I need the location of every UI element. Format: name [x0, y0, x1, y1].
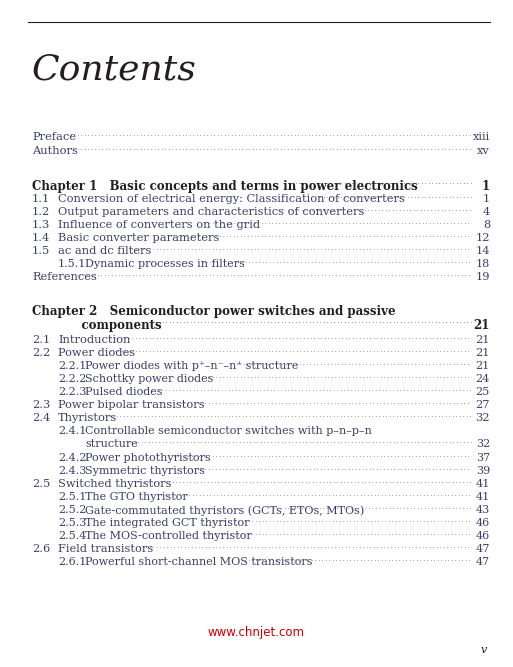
Text: 24: 24: [476, 374, 490, 384]
Text: 2.3: 2.3: [32, 400, 50, 410]
Text: 2.2.1: 2.2.1: [58, 361, 86, 371]
Text: 18: 18: [476, 259, 490, 269]
Text: 1.1: 1.1: [32, 194, 50, 204]
Text: 1.5: 1.5: [32, 246, 50, 256]
Text: xv: xv: [477, 146, 490, 156]
Text: 2.2.2: 2.2.2: [58, 374, 86, 384]
Text: 1.4: 1.4: [32, 233, 50, 243]
Text: Output parameters and characteristics of converters: Output parameters and characteristics of…: [58, 207, 364, 217]
Text: Power photothyristors: Power photothyristors: [85, 453, 211, 463]
Text: 46: 46: [476, 518, 490, 528]
Text: Chapter 2   Semiconductor power switches and passive: Chapter 2 Semiconductor power switches a…: [32, 305, 396, 318]
Text: Pulsed diodes: Pulsed diodes: [85, 387, 163, 397]
Text: References: References: [32, 272, 97, 282]
Text: 27: 27: [476, 400, 490, 410]
Text: The integrated GCT thyristor: The integrated GCT thyristor: [85, 518, 249, 528]
Text: Thyristors: Thyristors: [58, 413, 117, 423]
Text: Introduction: Introduction: [58, 335, 130, 345]
Text: 2.6: 2.6: [32, 544, 50, 554]
Text: 2.4: 2.4: [32, 413, 50, 423]
Text: Power diodes: Power diodes: [58, 348, 135, 358]
Text: Schottky power diodes: Schottky power diodes: [85, 374, 213, 384]
Text: Symmetric thyristors: Symmetric thyristors: [85, 466, 205, 476]
Text: Field transistors: Field transistors: [58, 544, 153, 554]
Text: 37: 37: [476, 453, 490, 463]
Text: 2.2.3: 2.2.3: [58, 387, 86, 397]
Text: 1.2: 1.2: [32, 207, 50, 217]
Text: Controllable semiconductor switches with p–n–p–n: Controllable semiconductor switches with…: [85, 426, 372, 436]
Text: 32: 32: [476, 413, 490, 423]
Text: Authors: Authors: [32, 146, 78, 156]
Text: 25: 25: [476, 387, 490, 397]
Text: 2.4.3: 2.4.3: [58, 466, 86, 476]
Text: 2.2: 2.2: [32, 348, 50, 358]
Text: Gate-commutated thyristors (GCTs, ETOs, MTOs): Gate-commutated thyristors (GCTs, ETOs, …: [85, 505, 364, 516]
Text: 2.5.2: 2.5.2: [58, 505, 86, 515]
Text: 21: 21: [476, 361, 490, 371]
Text: 8: 8: [483, 220, 490, 230]
Text: 21: 21: [473, 319, 490, 332]
Text: 12: 12: [476, 233, 490, 243]
Text: 14: 14: [476, 246, 490, 256]
Text: v: v: [481, 645, 487, 655]
Text: 1.3: 1.3: [32, 220, 50, 230]
Text: 1: 1: [483, 194, 490, 204]
Text: 2.5.3: 2.5.3: [58, 518, 86, 528]
Text: Chapter 1   Basic concepts and terms in power electronics: Chapter 1 Basic concepts and terms in po…: [32, 180, 418, 193]
Text: structure: structure: [85, 439, 138, 449]
Text: 43: 43: [476, 505, 490, 515]
Text: Power bipolar transistors: Power bipolar transistors: [58, 400, 205, 410]
Text: 2.1: 2.1: [32, 335, 50, 345]
Text: The MOS-controlled thyristor: The MOS-controlled thyristor: [85, 531, 252, 541]
Text: 2.5: 2.5: [32, 479, 50, 489]
Text: 2.5.1: 2.5.1: [58, 492, 86, 502]
Text: Basic converter parameters: Basic converter parameters: [58, 233, 220, 243]
Text: 1.5.1: 1.5.1: [58, 259, 86, 269]
Text: Switched thyristors: Switched thyristors: [58, 479, 171, 489]
Text: 41: 41: [476, 492, 490, 502]
Text: 21: 21: [476, 335, 490, 345]
Text: Contents: Contents: [32, 52, 197, 86]
Text: xiii: xiii: [473, 132, 490, 142]
Text: Power diodes with p⁺–n⁻–n⁺ structure: Power diodes with p⁺–n⁻–n⁺ structure: [85, 361, 299, 371]
Text: 32: 32: [476, 439, 490, 449]
Text: 41: 41: [476, 479, 490, 489]
Text: 47: 47: [476, 544, 490, 554]
Text: 21: 21: [476, 348, 490, 358]
Text: Powerful short-channel MOS transistors: Powerful short-channel MOS transistors: [85, 557, 312, 567]
Text: Conversion of electrical energy: Classification of converters: Conversion of electrical energy: Classif…: [58, 194, 405, 204]
Text: 1: 1: [482, 180, 490, 193]
Text: Dynamic processes in filters: Dynamic processes in filters: [85, 259, 245, 269]
Text: 39: 39: [476, 466, 490, 476]
Text: Preface: Preface: [32, 132, 76, 142]
Text: www.chnjet.com: www.chnjet.com: [207, 626, 305, 639]
Text: 2.4.1: 2.4.1: [58, 426, 86, 436]
Text: The GTO thyristor: The GTO thyristor: [85, 492, 188, 502]
Text: 2.5.4: 2.5.4: [58, 531, 86, 541]
Text: 2.4.2: 2.4.2: [58, 453, 86, 463]
Text: ac and dc filters: ac and dc filters: [58, 246, 151, 256]
Text: 47: 47: [476, 557, 490, 567]
Text: 2.6.1: 2.6.1: [58, 557, 86, 567]
Text: 4: 4: [483, 207, 490, 217]
Text: 46: 46: [476, 531, 490, 541]
Text: Influence of converters on the grid: Influence of converters on the grid: [58, 220, 260, 230]
Text: components: components: [32, 319, 162, 332]
Text: 19: 19: [476, 272, 490, 282]
